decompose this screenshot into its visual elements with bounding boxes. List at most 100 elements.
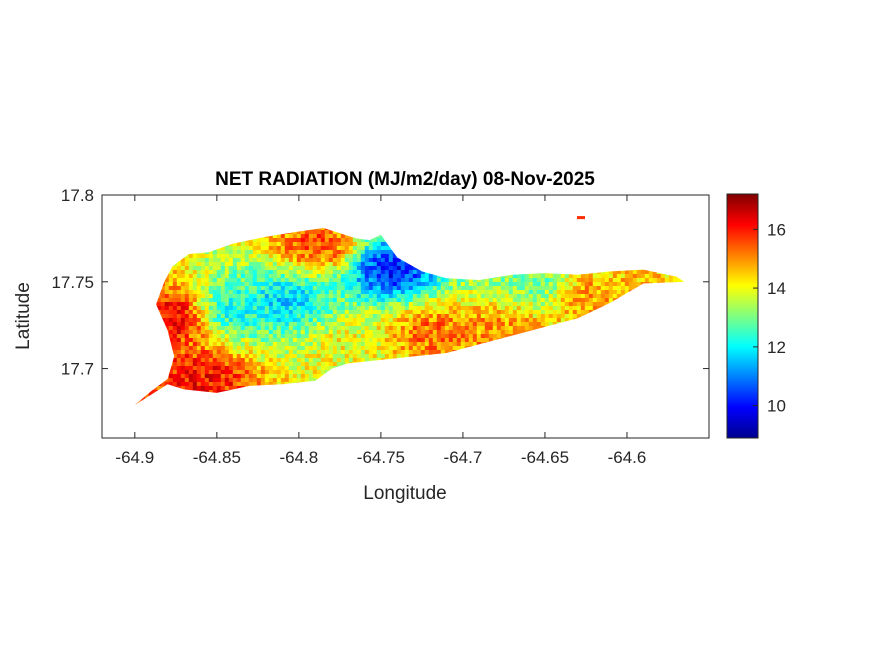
heatmap-cell — [276, 254, 282, 259]
heatmap-cell — [396, 318, 402, 323]
heatmap-cell — [200, 298, 206, 303]
heatmap-cell — [372, 262, 378, 267]
heatmap-cell — [312, 258, 318, 263]
heatmap-cell — [620, 286, 626, 291]
heatmap-cell — [388, 266, 394, 271]
heatmap-cell — [224, 282, 230, 287]
heatmap-cell — [452, 282, 458, 287]
heatmap-cell — [272, 322, 278, 327]
heatmap-cell — [188, 294, 194, 299]
heatmap-cell — [208, 310, 214, 315]
heatmap-cell — [376, 354, 382, 359]
heatmap-cell — [388, 282, 394, 287]
heatmap-cell — [264, 334, 270, 339]
heatmap-cell — [572, 306, 578, 311]
heatmap-cell — [468, 342, 474, 347]
heatmap-cell — [652, 270, 658, 275]
heatmap-cell — [192, 314, 198, 319]
heatmap-cell — [340, 302, 346, 307]
heatmap-cell — [256, 306, 262, 311]
heatmap-cell — [284, 354, 290, 359]
heatmap-cell — [264, 254, 270, 259]
heatmap-cell — [380, 246, 386, 251]
heatmap-cell — [236, 298, 242, 303]
heatmap-cell — [376, 282, 382, 287]
heatmap-cell — [356, 266, 362, 271]
heatmap-cell — [224, 310, 230, 315]
heatmap-cell — [572, 290, 578, 295]
heatmap-cell — [176, 350, 182, 355]
heatmap-cell — [356, 338, 362, 343]
heatmap-cell — [172, 294, 178, 299]
heatmap-cell — [196, 270, 202, 275]
heatmap-cell — [228, 358, 234, 363]
heatmap-cell — [584, 302, 590, 307]
heatmap-cell — [432, 326, 438, 331]
heatmap-cell — [192, 318, 198, 323]
heatmap-cell — [348, 310, 354, 315]
heatmap-cell — [208, 282, 214, 287]
heatmap-cell — [420, 350, 426, 355]
heatmap-cell — [328, 234, 334, 239]
heatmap-cell — [368, 242, 374, 247]
heatmap-cell — [388, 294, 394, 299]
heatmap-cell — [344, 258, 350, 263]
heatmap-cell — [508, 274, 514, 279]
heatmap-cell — [484, 298, 490, 303]
heatmap-cell — [328, 258, 334, 263]
heatmap-cell — [184, 318, 190, 323]
heatmap-cell — [396, 354, 402, 359]
heatmap-cell — [544, 318, 550, 323]
heatmap-cell — [360, 282, 366, 287]
heatmap-cell — [288, 266, 294, 271]
heatmap-cell — [524, 294, 530, 299]
heatmap-cell — [356, 270, 362, 275]
heatmap-cell — [624, 278, 630, 283]
heatmap-cell — [440, 286, 446, 291]
heatmap-cell — [276, 338, 282, 343]
plot-area: -64.9 -64.85 -64.8 -64.75 -64.7 -64.65 -64.6 1… — [51, 186, 710, 467]
heatmap-cell — [304, 354, 310, 359]
heatmap-cell — [612, 278, 618, 283]
heatmap-cell — [180, 342, 186, 347]
heatmap-cell — [456, 290, 462, 295]
heatmap-cell — [336, 238, 342, 243]
heatmap-cell — [188, 290, 194, 295]
heatmap-cell — [436, 294, 442, 299]
heatmap-cell — [584, 294, 590, 299]
heatmap-cell — [456, 322, 462, 327]
heatmap-cell — [480, 326, 486, 331]
heatmap-cell — [328, 254, 334, 259]
heatmap-cell — [320, 286, 326, 291]
heatmap-cell — [392, 302, 398, 307]
heatmap-cell — [240, 270, 246, 275]
heatmap-cell — [252, 262, 258, 267]
heatmap-cell — [392, 338, 398, 343]
heatmap-cell — [260, 246, 266, 251]
heatmap-cell — [284, 266, 290, 271]
heatmap-cell — [364, 242, 370, 247]
heatmap-cell — [200, 294, 206, 299]
heatmap-cell — [476, 286, 482, 291]
heatmap-cell — [352, 354, 358, 359]
heatmap-cell — [252, 354, 258, 359]
heatmap-cell — [260, 238, 266, 243]
heatmap-cell — [300, 282, 306, 287]
heatmap-cell — [428, 286, 434, 291]
heatmap-cell — [528, 282, 534, 287]
heatmap-cell — [212, 258, 218, 263]
heatmap-cell — [596, 282, 602, 287]
heatmap-cell — [380, 286, 386, 291]
heatmap-cell — [392, 322, 398, 327]
heatmap-cell — [656, 278, 662, 283]
heatmap-cell — [236, 354, 242, 359]
heatmap-cell — [284, 242, 290, 247]
heatmap-cell — [292, 346, 298, 351]
heatmap-cell — [332, 358, 338, 363]
heatmap-cell — [380, 334, 386, 339]
heatmap-cell — [192, 274, 198, 279]
heatmap-cell — [416, 342, 422, 347]
heatmap-cell — [308, 338, 314, 343]
heatmap-cell — [464, 278, 470, 283]
heatmap-cell — [528, 322, 534, 327]
